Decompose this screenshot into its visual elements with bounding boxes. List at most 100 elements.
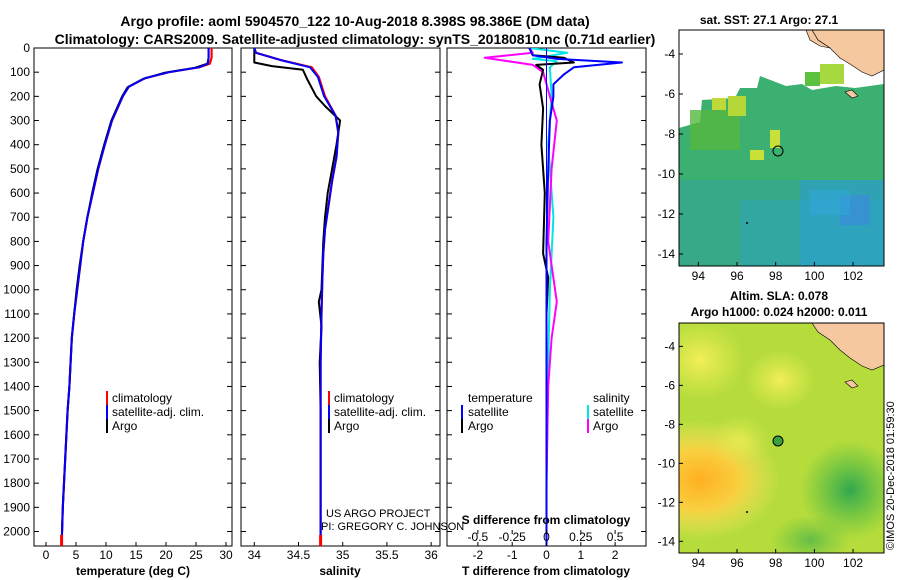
s-difference-tick-label: 0	[543, 530, 550, 544]
temperature-tick-label: 25	[189, 548, 203, 562]
temperature-tick-label: 10	[99, 548, 113, 562]
depth-tick-label: 300	[10, 114, 30, 128]
salinity-tick-label: 35.5	[375, 548, 399, 562]
depth-tick-label: 1400	[3, 379, 30, 393]
sla-map-axes: 94 96 98 100 102 -4 -6 -8 -10 -12 -14	[658, 339, 864, 570]
sla-map-x-tick-label: 100	[804, 556, 824, 570]
sst-map-y-tick-label: -4	[664, 47, 675, 61]
sst-map-axes: 94 96 98 100 102 -4 -6 -8 -10 -12 -14	[658, 47, 864, 283]
salinity-argo-line	[253, 48, 342, 546]
sla-map-y-tick-label: -6	[664, 378, 675, 392]
sla-map-x-tick-label: 94	[692, 556, 706, 570]
sst-map-y-tick-label: -12	[658, 207, 676, 221]
depth-tick-label: 1200	[3, 331, 30, 345]
legend-satellite-adj: satellite-adj. clim.	[334, 405, 426, 419]
figure-title-line1: Argo profile: aoml 5904570_122 10-Aug-20…	[120, 13, 589, 29]
difference-s-argo-line	[483, 48, 558, 546]
sst-map-x-tick-label: 98	[769, 269, 783, 283]
salinity-tick-label: 34.5	[287, 548, 311, 562]
depth-tick-label: 0	[23, 41, 30, 55]
legend-t-argo: Argo	[468, 419, 494, 433]
sla-map-x-tick-label: 98	[769, 556, 783, 570]
t-difference-tick-label: -1	[507, 548, 518, 562]
depth-tick-label: 1100	[4, 307, 30, 321]
depth-tick-label: 100	[10, 65, 30, 79]
figure-title-line2: Climatology: CARS2009. Satellite-adjuste…	[55, 31, 656, 47]
credit-project: US ARGO PROJECT	[326, 508, 431, 520]
sst-map-x-tick-label: 94	[692, 269, 706, 283]
depth-tick-label: 900	[10, 259, 30, 273]
t-difference-axis-label: T difference from climatology	[462, 564, 630, 578]
depth-tick-label: 800	[10, 234, 30, 248]
salinity-satellite-line	[253, 48, 340, 546]
sst-map-y-tick-label: -6	[664, 87, 675, 101]
legend-t-satellite: satellite	[468, 405, 509, 419]
sst-map-y-tick-label: -8	[664, 127, 675, 141]
sla-map-x-tick-label: 96	[730, 556, 744, 570]
salinity-tick-label: 35	[336, 548, 350, 562]
legend-argo: Argo	[334, 419, 360, 433]
sla-map-title: Altim. SLA: 0.078	[730, 289, 828, 303]
s-difference-tick-label: 0.5	[607, 530, 624, 544]
difference-plot	[483, 48, 623, 546]
sla-map-x-tick-label: 102	[843, 556, 863, 570]
sla-map-subtitle: Argo h1000: 0.024 h2000: 0.011	[691, 305, 868, 319]
depth-tick-label: 500	[10, 162, 30, 176]
sst-map-x-tick-label: 102	[843, 269, 863, 283]
t-difference-tick-label: 0	[543, 548, 550, 562]
t-difference-tick-label: 2	[612, 548, 619, 562]
sla-map-y-tick-label: -14	[658, 534, 676, 548]
profile-x-axes: 0 5 10 15 20 25 30 34 34.5 35 35.5 36 -2 -1 0 1 2 -0.5 -0.…	[43, 530, 624, 562]
sst-profile-marker	[772, 145, 784, 157]
sst-map-x-tick-label: 100	[804, 269, 824, 283]
sla-map-y-tick-label: -4	[664, 339, 675, 353]
temperature-climatology-line	[60, 48, 213, 546]
temperature-panel-frame	[33, 47, 233, 547]
temperature-argo-line	[60, 48, 210, 546]
depth-tick-label: 1600	[3, 428, 30, 442]
temperature-legend: climatology satellite-adj. clim. Argo	[106, 391, 204, 433]
legend-argo: Argo	[112, 419, 138, 433]
depth-tick-label: 1300	[3, 355, 30, 369]
salinity-tick-label: 34	[248, 548, 262, 562]
depth-tick-label: 700	[10, 210, 30, 224]
sumatra-land	[811, 323, 884, 371]
depth-tick-label: 600	[10, 186, 30, 200]
sla-map-y-tick-label: -12	[658, 495, 676, 509]
temperature-tick-label: 20	[159, 548, 173, 562]
temperature-tick-label: 15	[129, 548, 143, 562]
sst-map-x-tick-label: 96	[730, 269, 744, 283]
depth-tick-label: 400	[10, 138, 30, 152]
difference-legend: temperature satellite Argo salinity sate…	[461, 391, 634, 433]
salinity-panel-frame	[240, 47, 441, 547]
legend-s-argo: Argo	[593, 419, 619, 433]
legend-satellite-adj: satellite-adj. clim.	[112, 405, 204, 419]
sst-map-y-tick-label: -14	[658, 247, 676, 261]
t-difference-tick-label: -2	[473, 548, 484, 562]
sla-map	[679, 323, 884, 553]
temperature-satellite-line	[60, 48, 210, 546]
depth-tick-label: 1900	[3, 500, 30, 514]
temperature-tick-label: 30	[219, 548, 233, 562]
sst-map-y-tick-label: -10	[658, 167, 676, 181]
legend-temperature-title: temperature	[468, 391, 533, 405]
s-difference-tick-label: -0.25	[499, 530, 527, 544]
temperature-tick-label: 0	[43, 548, 50, 562]
depth-tick-label: 1800	[3, 476, 30, 490]
t-difference-tick-label: 1	[577, 548, 584, 562]
salinity-legend: climatology satellite-adj. clim. Argo	[328, 391, 426, 433]
depth-tick-label: 200	[10, 89, 30, 103]
salinity-axis-label: salinity	[319, 564, 361, 578]
depth-axis: 0 100 200 300 400 500 600 700 800 900 1000 1100 1200…	[3, 41, 646, 538]
depth-tick-label: 1700	[3, 452, 30, 466]
sst-map	[679, 30, 884, 266]
depth-tick-label: 2000	[3, 524, 30, 538]
legend-s-satellite: satellite	[593, 405, 634, 419]
temperature-plot	[60, 48, 213, 546]
depth-tick-label: 1500	[3, 404, 30, 418]
salinity-plot	[253, 48, 342, 546]
sla-profile-marker	[772, 435, 784, 447]
sla-map-y-tick-label: -8	[664, 417, 675, 431]
s-difference-axis-label: S difference from climatology	[462, 513, 631, 527]
salinity-tick-label: 36	[424, 548, 438, 562]
